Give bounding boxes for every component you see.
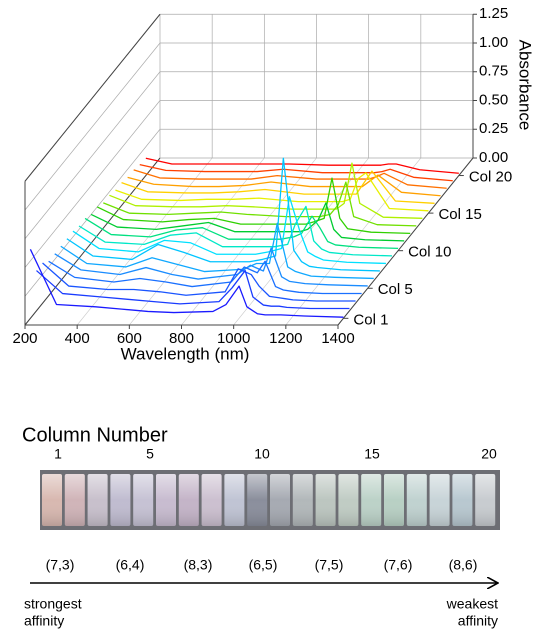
x-tick-label: 1000 [217,330,250,347]
vial-shine [133,474,154,526]
grid-line [24,129,161,297]
depth-tick-label: Col 5 [378,281,413,298]
spectrum [133,169,447,189]
grid-line [24,42,161,211]
right-caption: affinity [458,613,498,629]
column-label: 5 [146,446,154,462]
vial-photo [40,470,500,530]
spectrum [115,172,429,212]
spectrum [90,202,405,242]
vial-shine [247,474,268,526]
vial-shine [361,474,382,526]
y-tick-label: 0.50 [479,91,508,108]
column-label: 10 [254,446,270,462]
spectrum [29,249,344,318]
depth-tick-label: Col 1 [353,311,388,328]
vial-shine [178,474,199,526]
vial-shine [475,474,496,526]
chirality-label: (6,4) [116,557,145,573]
chirality-label: (7,5) [315,557,344,573]
y-tick-label: 0.25 [479,120,508,137]
vial-shine [224,474,245,526]
chirality-label: (6,5) [249,557,278,573]
left-caption: affinity [24,613,64,629]
vial-shine [201,474,222,526]
grid-line [76,157,213,326]
waterfall-plot: 200 400 600 800 1000 1200 1400 0.00 0.25 0.50 0.75… [12,5,512,347]
x-tick-label: 600 [117,330,142,347]
y-tick-label: 1.00 [479,34,508,51]
grid-line [285,157,422,326]
spectrum [103,181,417,227]
chirality-label: (7,3) [46,557,75,573]
vial-shine [42,474,62,526]
y-tick-label: 0.75 [479,63,508,80]
chirality-label: (7,6) [384,557,413,573]
x-tick-label: 1200 [269,330,302,347]
spectrum [66,157,380,272]
spectrum [48,260,362,295]
chirality-label: (8,6) [449,557,478,573]
vial-shine [156,474,176,526]
vial-shine [429,474,450,526]
spectrum [109,162,423,219]
y-tick-label: 0.00 [479,149,508,166]
spectrum [54,247,368,287]
axis-line [24,13,161,182]
depth-tick-label: Col 20 [469,169,512,186]
panel-title: Column Number [22,424,168,446]
x-tick-label: 800 [169,330,194,347]
grid-line [24,100,161,268]
x-tick-label: 200 [12,330,37,347]
spectrum [78,205,393,257]
vial-shine [406,474,427,526]
photo-panel: Column Number 1 5 10 15 20 (7,3) (6,4) (… [22,424,500,629]
column-label: 15 [364,446,380,462]
spectrum [96,177,411,235]
spectrum [36,269,350,310]
spectrum [145,157,459,174]
spectrum [84,215,399,250]
axis-line [24,157,161,326]
vial-shine [110,474,131,526]
x-axis-label: Wavelength (nm) [121,344,250,363]
vial-shine [292,474,313,526]
spectrum [139,164,453,182]
vial-shine [384,474,404,526]
column-label: 20 [481,446,497,462]
y-tick-label: 1.25 [479,5,508,22]
grid-line [181,157,317,326]
left-caption: strongest [24,596,82,612]
depth-tick-label: Col 15 [438,206,481,223]
chirality-label: (8,3) [184,557,213,573]
grid-line [24,71,161,239]
depth-tick-label: Col 10 [408,244,451,261]
vial-shine [315,474,336,526]
x-tick-label: 400 [65,330,90,347]
x-tick-label: 1400 [321,330,354,347]
vial-shine [87,474,108,526]
right-caption: weakest [446,596,498,612]
y-axis-label: Absorbance [516,40,535,131]
vial-shine [270,474,290,526]
vial-shine [452,474,473,526]
spectrum [72,196,386,265]
vial-shine [64,474,85,526]
axis-line [337,157,474,326]
column-label: 1 [54,446,62,462]
vial-shine [338,474,359,526]
